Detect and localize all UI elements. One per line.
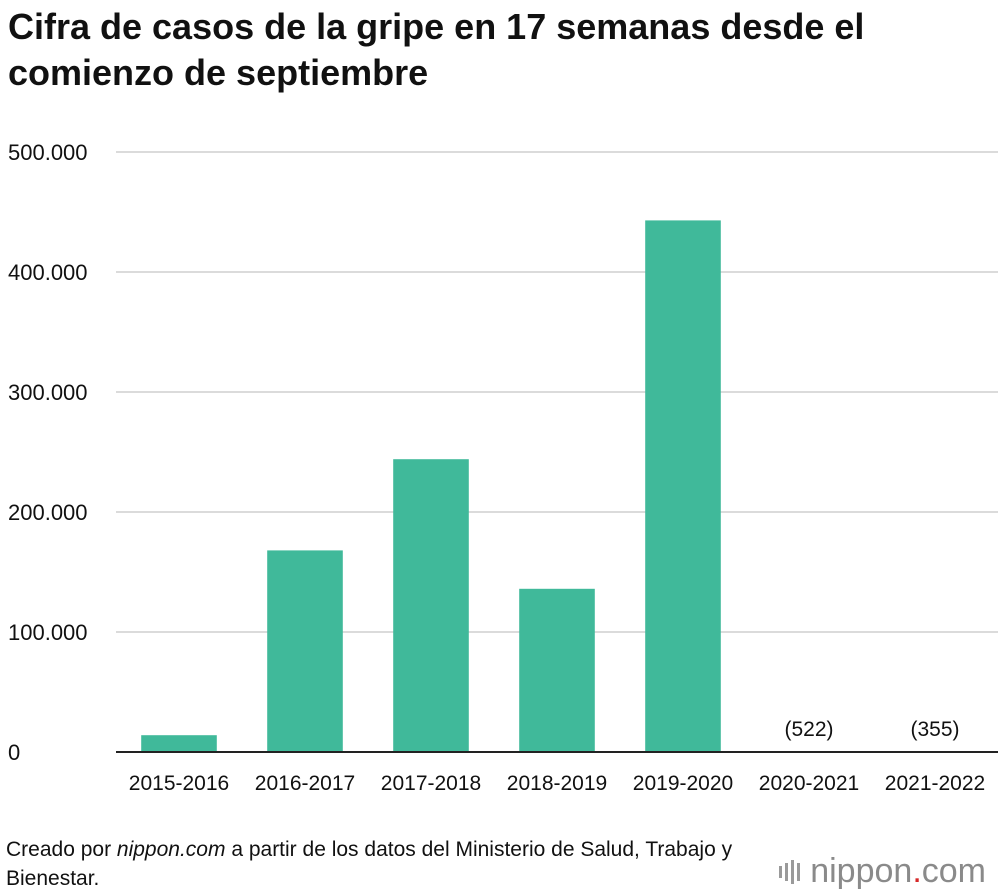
x-tick-label: 2016-2017 — [255, 772, 355, 795]
x-tick-label: 2017-2018 — [381, 772, 481, 795]
bar — [645, 220, 721, 752]
logo-bars-icon — [779, 859, 801, 884]
source-note: Creado por nippon.com a partir de los da… — [6, 835, 766, 893]
bar — [519, 588, 595, 752]
y-tick-label: 400.000 — [8, 260, 88, 285]
x-tick-label: 2018-2019 — [507, 772, 607, 795]
y-tick-label: 200.000 — [8, 500, 88, 525]
y-tick-label: 100.000 — [8, 620, 88, 645]
y-tick-label: 500.000 — [8, 140, 88, 165]
logo-dot: . — [912, 852, 922, 890]
nippon-logo: nippon. com — [779, 852, 986, 891]
y-tick-label: 0 — [8, 740, 20, 765]
bar-chart: 0 100.000 200.000 300.000 400.000 500.000 2015… — [8, 140, 998, 795]
source-suffix: a partir de los datos del Ministerio de … — [6, 838, 733, 890]
x-tick-label: 2021-2022 — [885, 772, 985, 795]
source-prefix: Creado por — [6, 838, 117, 861]
bar — [267, 550, 343, 752]
data-label: (522) — [784, 718, 833, 741]
bar — [141, 735, 217, 752]
x-tick-label: 2020-2021 — [759, 772, 859, 795]
source-name: nippon.com — [116, 838, 226, 861]
bar — [393, 459, 469, 752]
chart-title: Cifra de casos de la gripe en 17 semanas… — [8, 6, 865, 93]
data-label: (355) — [910, 718, 959, 741]
x-tick-label: 2015-2016 — [129, 772, 229, 795]
y-tick-label: 300.000 — [8, 380, 88, 405]
x-tick-label: 2019-2020 — [633, 772, 733, 795]
logo-name: nippon — [810, 852, 913, 890]
logo-tld: com — [921, 852, 986, 890]
